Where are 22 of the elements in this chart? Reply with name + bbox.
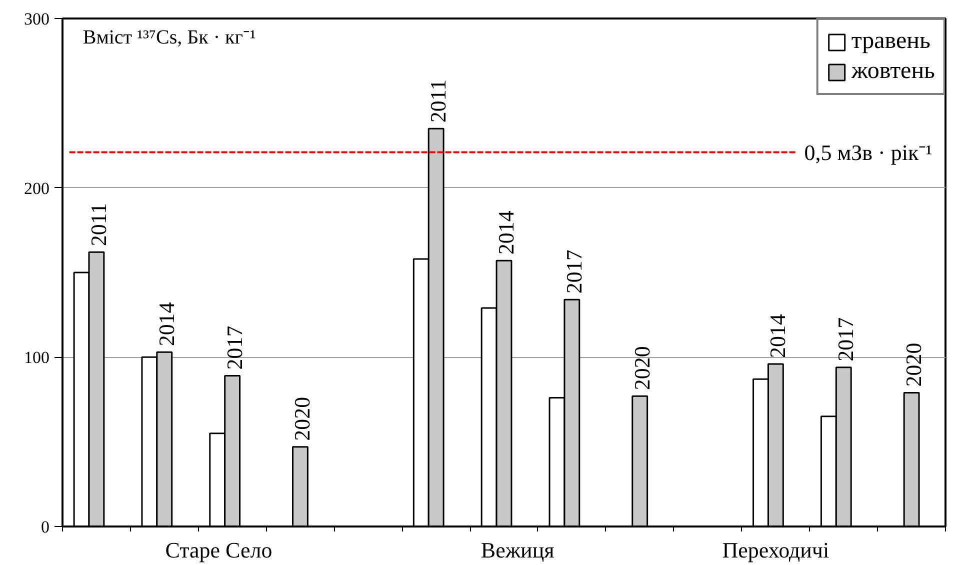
x-tick-label: 2020 bbox=[901, 342, 926, 387]
text: Вежиця bbox=[480, 538, 554, 562]
y-tick-label: 200 bbox=[24, 178, 50, 198]
legend-label: жовтень bbox=[851, 58, 935, 85]
x-tick-label: 2017 bbox=[561, 250, 586, 294]
x-tick-label: 2014 bbox=[154, 302, 179, 346]
x-tick-label: 2011 bbox=[426, 79, 451, 123]
legend-label: травень bbox=[851, 28, 930, 55]
y-axis-title: Вміст ¹³⁷Cs, Бк · кг⁻¹ bbox=[82, 26, 256, 48]
y-tick-label: 300 bbox=[24, 10, 50, 28]
x-tick-label: 2014 bbox=[494, 210, 518, 255]
y-tick-label: 0 bbox=[41, 518, 50, 536]
ref-line-label: 0,5 мЗв · рік⁻¹ bbox=[804, 140, 932, 165]
text: Переходичі bbox=[722, 538, 830, 562]
x-tick-label: 2020 bbox=[629, 346, 654, 390]
x-tick-label: 2017 bbox=[222, 326, 247, 370]
x-tick-label: 2014 bbox=[765, 314, 790, 358]
x-tick-label: 2017 bbox=[833, 317, 858, 362]
text: Старе Село bbox=[165, 538, 272, 562]
x-tick-label: 2011 bbox=[86, 202, 111, 246]
x-tick-label: 2020 bbox=[290, 396, 315, 441]
y-tick-label: 100 bbox=[24, 348, 50, 368]
